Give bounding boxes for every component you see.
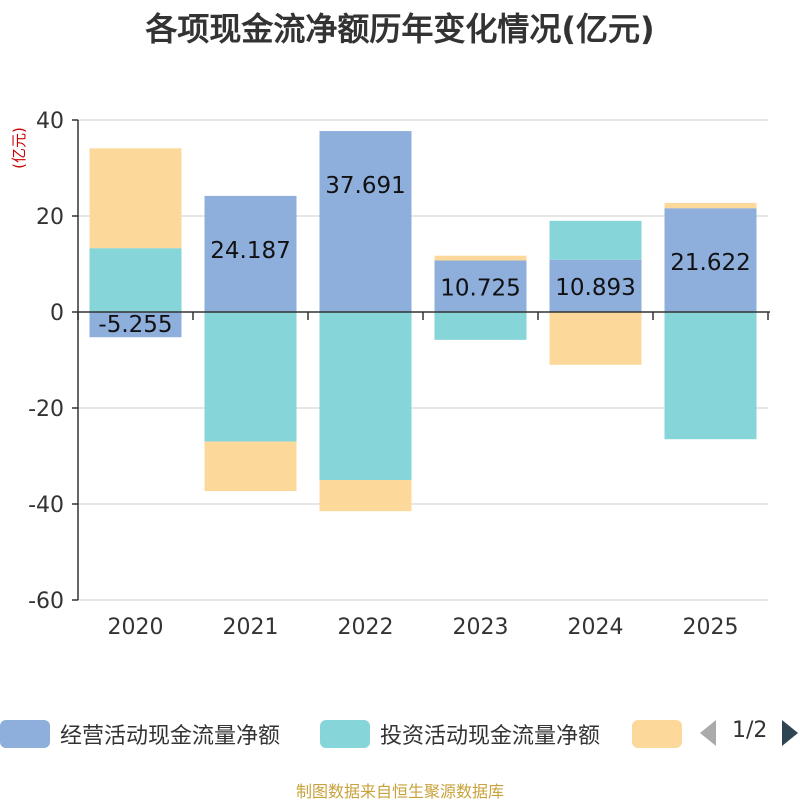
y-tick-label: 0: [50, 301, 64, 326]
bar-2025-series-2: [664, 312, 757, 440]
bar-2020-series-2: [89, 248, 182, 312]
bar-2020-series-1: [89, 312, 182, 338]
y-axis-label: (亿元): [10, 127, 28, 169]
bar-2024-series-2: [549, 220, 642, 260]
bar-2022-series-3: [319, 480, 412, 512]
bar-2024-series-1: [549, 259, 642, 312]
bar-2020-series-3: [89, 148, 182, 249]
bar-2023-series-2: [434, 312, 527, 340]
bar-2024-series-3: [549, 312, 642, 365]
x-tick-label: 2023: [453, 615, 509, 640]
bar-2023-series-1: [434, 260, 527, 312]
bar-2025-series-1: [664, 208, 757, 312]
legend-label-operating: 经营活动现金流量净额: [60, 724, 281, 749]
x-tick-label: 2021: [223, 615, 279, 640]
data-label: 10.893: [555, 275, 635, 301]
bar-2023-series-3: [434, 255, 527, 261]
y-tick-label: -20: [28, 397, 64, 422]
bar-2022-series-1: [319, 131, 412, 312]
bar-2022-series-2: [319, 312, 412, 480]
data-label: 24.187: [210, 238, 290, 264]
chevron-left-icon[interactable]: [700, 720, 716, 746]
data-label: 37.691: [325, 173, 405, 199]
y-tick-label: -40: [28, 493, 64, 518]
bar-2021-series-1: [204, 195, 297, 312]
legend-pager: 1/2: [700, 716, 800, 752]
x-tick-label: 2022: [338, 615, 394, 640]
legend-swatch-financing: [632, 720, 682, 748]
source-note: 制图数据来自恒生聚源数据库: [295, 782, 504, 801]
legend: 经营活动现金流量净额 投资活动现金流量净额: [0, 716, 800, 752]
legend-item-investing[interactable]: 投资活动现金流量净额: [320, 716, 600, 752]
chart-plot: 40 20 0 -20 -40 -60 2020 -5.255 2021 24.187 2022 37…: [10, 109, 770, 640]
legend-label-investing: 投资活动现金流量净额: [380, 724, 601, 749]
bar-2025-series-3: [664, 202, 757, 209]
y-tick-label: -60: [28, 589, 64, 614]
legend-item-financing[interactable]: [632, 716, 682, 752]
legend-swatch-investing: [320, 720, 370, 748]
chart-title: 各项现金流净额历年变化情况(亿元): [145, 10, 655, 48]
y-tick-label: 40: [36, 109, 64, 134]
y-tick-label: 20: [36, 205, 64, 230]
data-label: -5.255: [98, 312, 172, 338]
legend-swatch-operating: [0, 720, 50, 748]
data-label: 10.725: [440, 275, 520, 301]
data-label: 21.622: [670, 250, 750, 276]
bar-2021-series-3: [204, 441, 297, 492]
x-tick-label: 2024: [568, 615, 624, 640]
legend-item-operating[interactable]: 经营活动现金流量净额: [0, 716, 280, 752]
chevron-right-icon[interactable]: [782, 720, 798, 746]
x-tick-label: 2020: [108, 615, 164, 640]
legend-page-indicator: 1/2: [732, 718, 768, 743]
x-tick-label: 2025: [683, 615, 739, 640]
bar-2021-series-2: [204, 312, 297, 442]
